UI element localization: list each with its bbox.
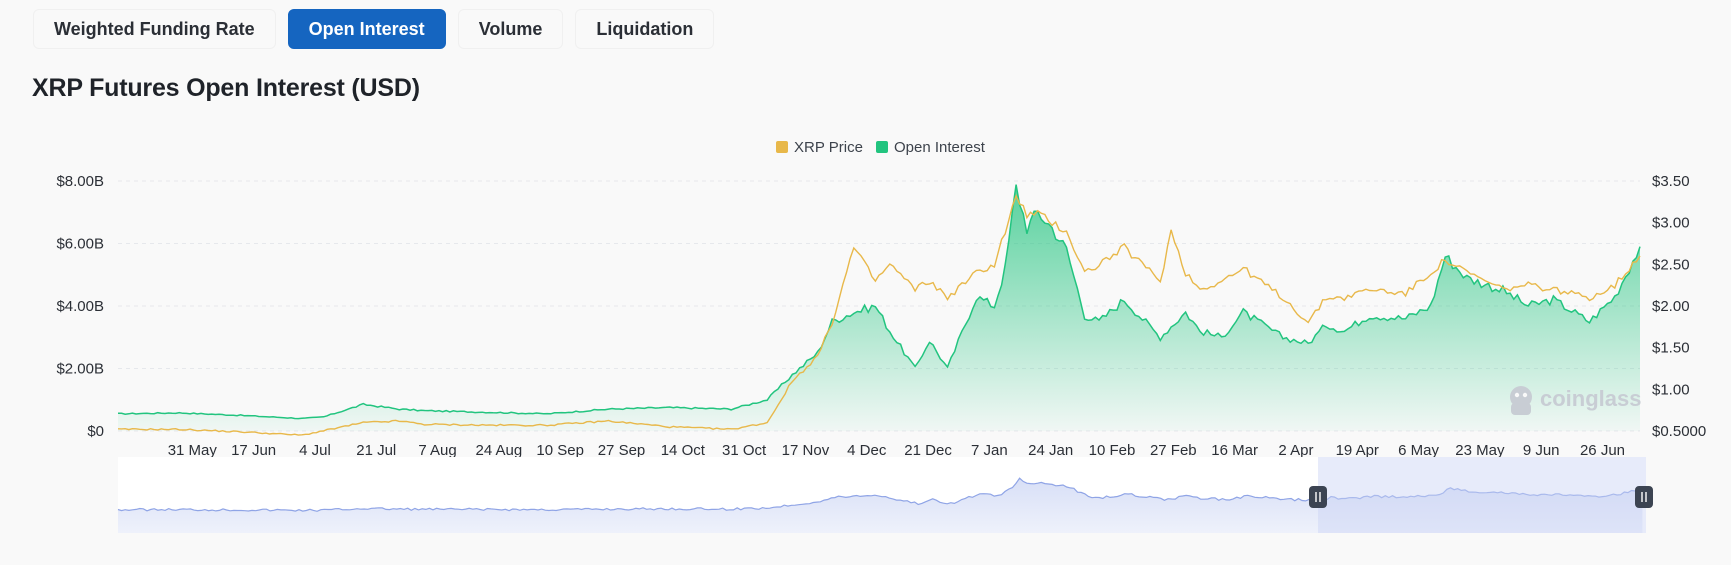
x-axis: 31 May 17 Jun 4 Jul 21 Jul 7 Aug 24 Aug 10 Sep…: [168, 442, 1625, 459]
x-tick-16-mar: 16 Mar: [1211, 442, 1258, 459]
legend-item-open-interest[interactable]: Open Interest: [876, 139, 986, 156]
x-tick-23-may: 23 May: [1455, 442, 1505, 459]
tab-open-interest[interactable]: Open Interest: [287, 9, 446, 49]
y-left-tick-0: $0: [87, 423, 104, 440]
y-left-tick-8-00b: $8.00B: [56, 173, 104, 190]
right-y-axis: $0.5000 $1.00 $1.50 $2.00 $2.50 $3.00 $3.50: [1652, 173, 1706, 440]
y-left-tick-6-00b: $6.00B: [56, 236, 104, 253]
tab-liquidation[interactable]: Liquidation: [575, 9, 715, 49]
x-tick-26-jun: 26 Jun: [1580, 442, 1625, 459]
navigator-selected-range[interactable]: [1318, 457, 1646, 533]
x-tick-17-nov: 17 Nov: [782, 442, 830, 459]
legend-label-xrp-price: XRP Price: [794, 139, 863, 156]
x-tick-21-jul: 21 Jul: [356, 442, 396, 459]
navigator-area: [118, 478, 1643, 533]
navigator-line: [117, 477, 1643, 512]
legend-swatch-xrp-price: [776, 141, 788, 153]
x-tick-4-dec: 4 Dec: [847, 442, 887, 459]
chart-legend: XRP Price Open Interest: [776, 139, 986, 156]
x-tick-17-jun: 17 Jun: [231, 442, 276, 459]
y-right-tick-0-5000: $0.5000: [1652, 423, 1706, 440]
x-tick-4-jul: 4 Jul: [299, 442, 331, 459]
xrp-price-series: [117, 194, 1641, 436]
x-tick-9-jun: 9 Jun: [1523, 442, 1560, 459]
open-interest-line: [118, 184, 1641, 420]
navigator-left-handle[interactable]: [1309, 486, 1327, 508]
open-interest-area: [118, 184, 1640, 431]
y-right-tick-3-00: $3.00: [1652, 215, 1690, 232]
left-y-axis: $0 $2.00B $4.00B $6.00B $8.00B: [56, 173, 104, 440]
x-tick-21-dec: 21 Dec: [904, 442, 952, 459]
x-tick-24-aug: 24 Aug: [476, 442, 523, 459]
range-navigator[interactable]: [117, 457, 1653, 533]
chart-tab-bar: Weighted Funding Rate Open Interest Volu…: [33, 9, 715, 49]
x-tick-14-oct: 14 Oct: [661, 442, 706, 459]
x-tick-19-apr: 19 Apr: [1336, 442, 1379, 459]
page-title: XRP Futures Open Interest (USD): [32, 74, 420, 102]
coinglass-logo-icon: [1510, 386, 1532, 415]
tab-weighted-funding-rate[interactable]: Weighted Funding Rate: [33, 9, 276, 49]
watermark-text: coinglass: [1540, 386, 1641, 411]
legend-item-xrp-price[interactable]: XRP Price: [776, 139, 863, 156]
y-right-tick-1-00: $1.00: [1652, 381, 1690, 398]
tab-volume[interactable]: Volume: [457, 9, 564, 49]
legend-label-open-interest: Open Interest: [894, 139, 986, 156]
open-interest-series: [118, 184, 1641, 431]
y-left-tick-4-00b: $4.00B: [56, 298, 104, 315]
x-tick-27-feb: 27 Feb: [1150, 442, 1197, 459]
x-tick-7-aug: 7 Aug: [418, 442, 456, 459]
x-tick-27-sep: 27 Sep: [598, 442, 646, 459]
y-left-tick-2-00b: $2.00B: [56, 361, 104, 378]
legend-swatch-open-interest: [876, 141, 888, 153]
x-tick-10-sep: 10 Sep: [536, 442, 584, 459]
x-tick-31-oct: 31 Oct: [722, 442, 767, 459]
navigator-right-handle[interactable]: [1635, 486, 1653, 508]
coinglass-watermark: coinglass: [1510, 386, 1641, 415]
y-right-tick-1-50: $1.50: [1652, 340, 1690, 357]
x-tick-6-may: 6 May: [1398, 442, 1439, 459]
x-tick-10-feb: 10 Feb: [1089, 442, 1136, 459]
x-tick-31-may: 31 May: [168, 442, 218, 459]
x-tick-24-jan: 24 Jan: [1028, 442, 1073, 459]
y-right-tick-2-00: $2.00: [1652, 298, 1690, 315]
x-tick-2-apr: 2 Apr: [1278, 442, 1313, 459]
y-right-tick-3-50: $3.50: [1652, 173, 1690, 190]
y-right-tick-2-50: $2.50: [1652, 256, 1690, 273]
x-tick-7-jan: 7 Jan: [971, 442, 1008, 459]
xrp-price-line: [117, 194, 1641, 436]
